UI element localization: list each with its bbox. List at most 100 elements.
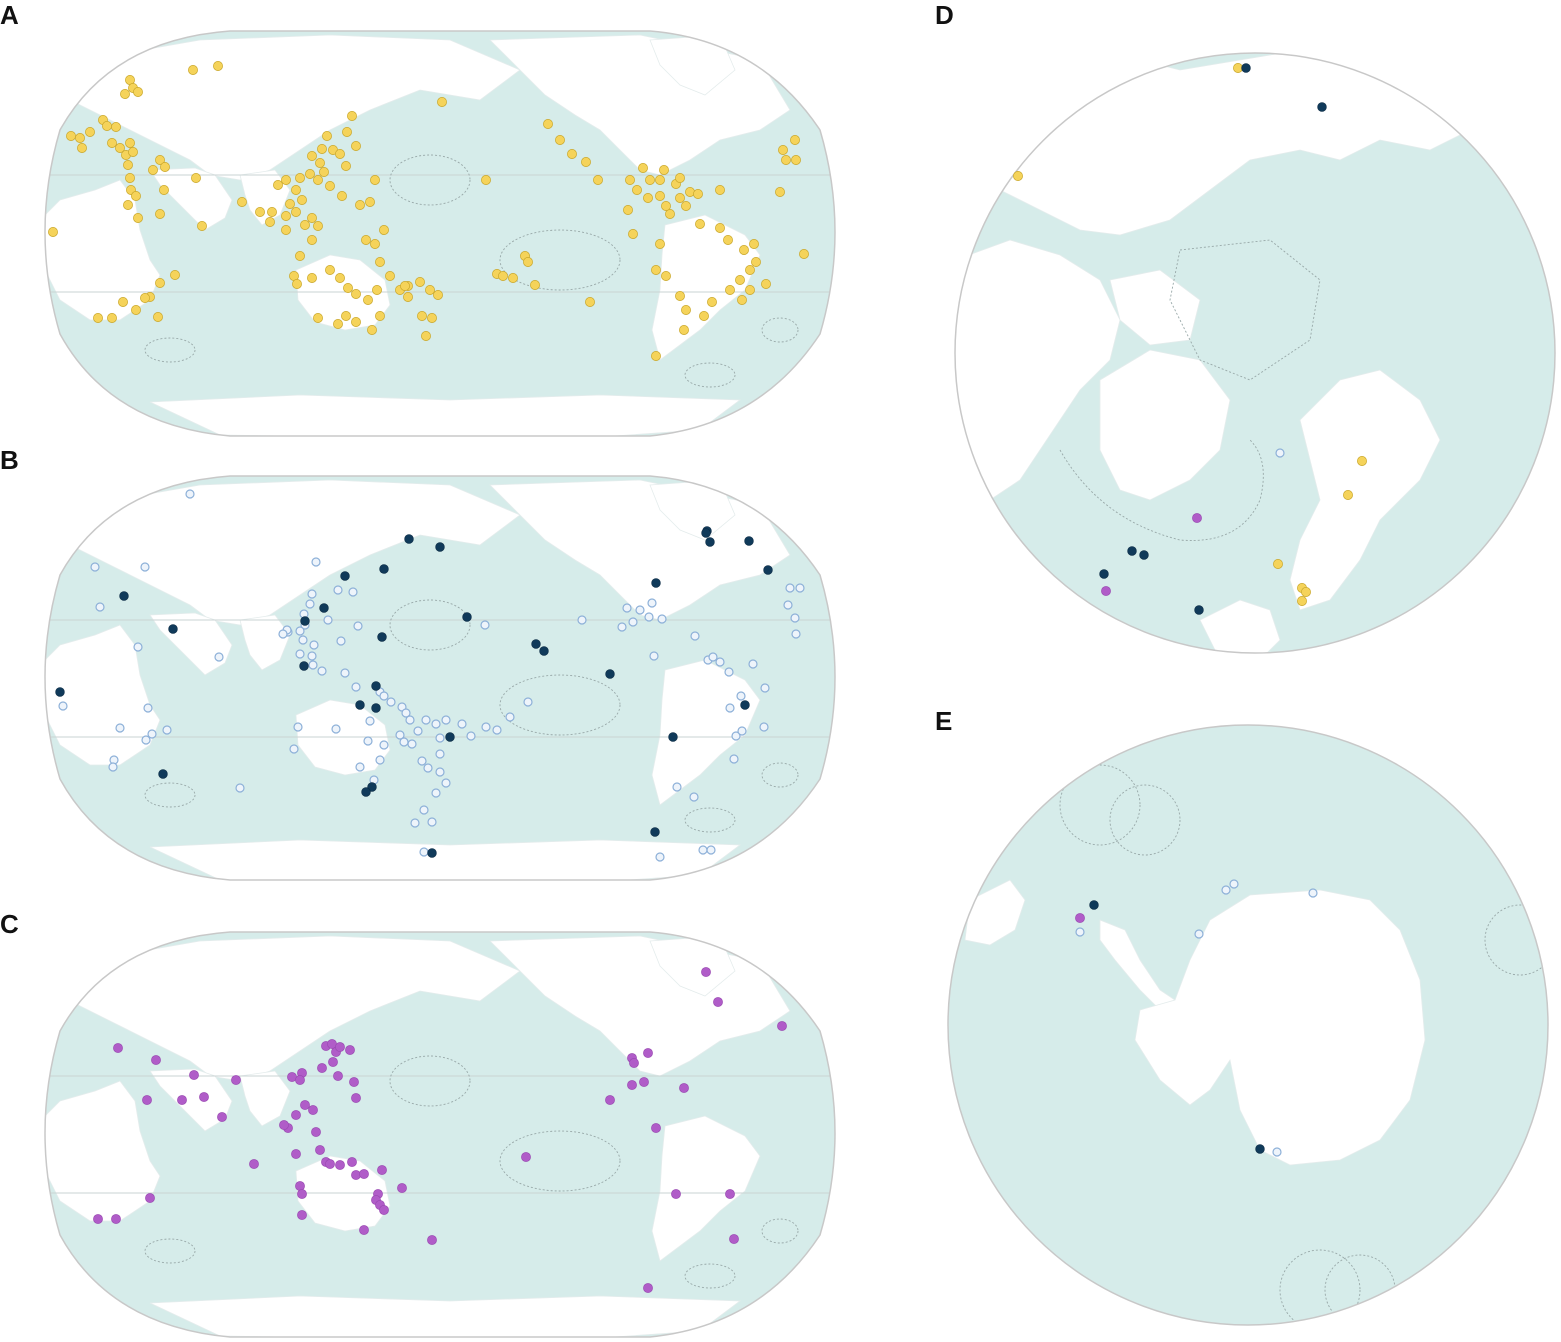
site-marker-navy bbox=[539, 646, 549, 656]
site-marker-navy bbox=[462, 612, 472, 622]
site-marker-ring bbox=[480, 620, 490, 630]
site-marker-yellow bbox=[351, 141, 361, 151]
site-marker-ring bbox=[351, 682, 361, 692]
site-marker-purple bbox=[345, 1045, 355, 1055]
site-marker-ring bbox=[386, 697, 396, 707]
site-marker-ring bbox=[307, 589, 317, 599]
site-marker-yellow bbox=[305, 169, 315, 179]
site-marker-yellow bbox=[123, 200, 133, 210]
site-marker-ring bbox=[690, 631, 700, 641]
site-marker-yellow bbox=[307, 213, 317, 223]
site-marker-purple bbox=[231, 1075, 241, 1085]
site-marker-ring bbox=[331, 724, 341, 734]
site-marker-ring bbox=[790, 613, 800, 623]
site-marker-yellow bbox=[385, 271, 395, 281]
site-marker-navy bbox=[55, 687, 65, 697]
site-marker-ring bbox=[441, 715, 451, 725]
site-marker-purple bbox=[279, 1120, 289, 1130]
site-marker-ring bbox=[435, 767, 445, 777]
site-marker-yellow bbox=[341, 161, 351, 171]
site-marker-yellow bbox=[725, 285, 735, 295]
site-marker-purple bbox=[217, 1112, 227, 1122]
panel-d-points bbox=[1013, 63, 1367, 615]
site-marker-navy bbox=[531, 639, 541, 649]
site-marker-purple bbox=[335, 1042, 345, 1052]
site-marker-yellow bbox=[681, 305, 691, 315]
site-marker-yellow bbox=[133, 87, 143, 97]
site-marker-navy bbox=[427, 848, 437, 858]
site-marker-purple bbox=[651, 1123, 661, 1133]
site-marker-yellow bbox=[297, 195, 307, 205]
site-marker-ring bbox=[235, 783, 245, 793]
site-marker-yellow bbox=[370, 175, 380, 185]
site-marker-yellow bbox=[160, 162, 170, 172]
site-marker-yellow bbox=[555, 135, 565, 145]
site-marker-yellow bbox=[153, 312, 163, 322]
site-marker-purple bbox=[627, 1080, 637, 1090]
site-marker-purple bbox=[351, 1093, 361, 1103]
site-marker-ring bbox=[427, 817, 437, 827]
site-marker-ring bbox=[431, 788, 441, 798]
site-marker-purple bbox=[729, 1234, 739, 1244]
site-marker-purple bbox=[297, 1210, 307, 1220]
site-marker-yellow bbox=[265, 217, 275, 227]
site-marker-ring bbox=[413, 726, 423, 736]
site-marker-yellow bbox=[1301, 587, 1311, 597]
site-marker-purple bbox=[145, 1193, 155, 1203]
site-marker-yellow bbox=[281, 175, 291, 185]
site-marker-yellow bbox=[48, 227, 58, 237]
site-marker-navy bbox=[1089, 900, 1099, 910]
site-marker-yellow bbox=[433, 290, 443, 300]
site-marker-purple bbox=[249, 1159, 259, 1169]
site-marker-yellow bbox=[335, 273, 345, 283]
site-marker-ring bbox=[644, 612, 654, 622]
site-marker-ring bbox=[706, 845, 716, 855]
site-marker-navy bbox=[377, 632, 387, 642]
site-marker-yellow bbox=[699, 311, 709, 321]
map-b-land bbox=[45, 479, 835, 880]
site-marker-yellow bbox=[281, 225, 291, 235]
site-marker-ring bbox=[435, 749, 445, 759]
site-marker-ring bbox=[305, 599, 315, 609]
site-marker-ring bbox=[133, 642, 143, 652]
site-marker-yellow bbox=[292, 279, 302, 289]
site-marker-yellow bbox=[342, 127, 352, 137]
site-marker-ring bbox=[185, 489, 195, 499]
site-marker-ring bbox=[617, 622, 627, 632]
site-marker-purple bbox=[291, 1110, 301, 1120]
site-marker-navy bbox=[651, 578, 661, 588]
site-marker-yellow bbox=[85, 127, 95, 137]
site-marker-yellow bbox=[425, 285, 435, 295]
site-marker-yellow bbox=[372, 285, 382, 295]
site-marker-purple bbox=[300, 1100, 310, 1110]
site-marker-yellow bbox=[140, 293, 150, 303]
site-marker-ring bbox=[115, 723, 125, 733]
site-marker-ring bbox=[348, 587, 358, 597]
site-marker-purple bbox=[317, 1063, 327, 1073]
site-marker-yellow bbox=[355, 200, 365, 210]
site-marker-ring bbox=[647, 598, 657, 608]
site-marker-navy bbox=[158, 769, 168, 779]
site-marker-yellow bbox=[638, 163, 648, 173]
site-marker-ring bbox=[760, 683, 770, 693]
site-marker-purple bbox=[725, 1189, 735, 1199]
site-marker-navy bbox=[404, 534, 414, 544]
site-marker-yellow bbox=[128, 147, 138, 157]
site-marker-yellow bbox=[295, 173, 305, 183]
site-marker-purple bbox=[199, 1092, 209, 1102]
site-marker-yellow bbox=[197, 221, 207, 231]
site-marker-yellow bbox=[351, 317, 361, 327]
site-marker-yellow bbox=[361, 235, 371, 245]
site-marker-navy bbox=[1255, 1144, 1265, 1154]
site-marker-ring bbox=[379, 740, 389, 750]
site-marker-yellow bbox=[291, 185, 301, 195]
site-marker-purple bbox=[671, 1189, 681, 1199]
site-marker-purple bbox=[701, 967, 711, 977]
site-marker-purple bbox=[643, 1048, 653, 1058]
site-marker-purple bbox=[177, 1095, 187, 1105]
site-marker-ring bbox=[340, 668, 350, 678]
site-marker-ring bbox=[737, 726, 747, 736]
site-marker-ring bbox=[141, 735, 151, 745]
site-marker-ring bbox=[1275, 448, 1285, 458]
site-marker-yellow bbox=[739, 245, 749, 255]
